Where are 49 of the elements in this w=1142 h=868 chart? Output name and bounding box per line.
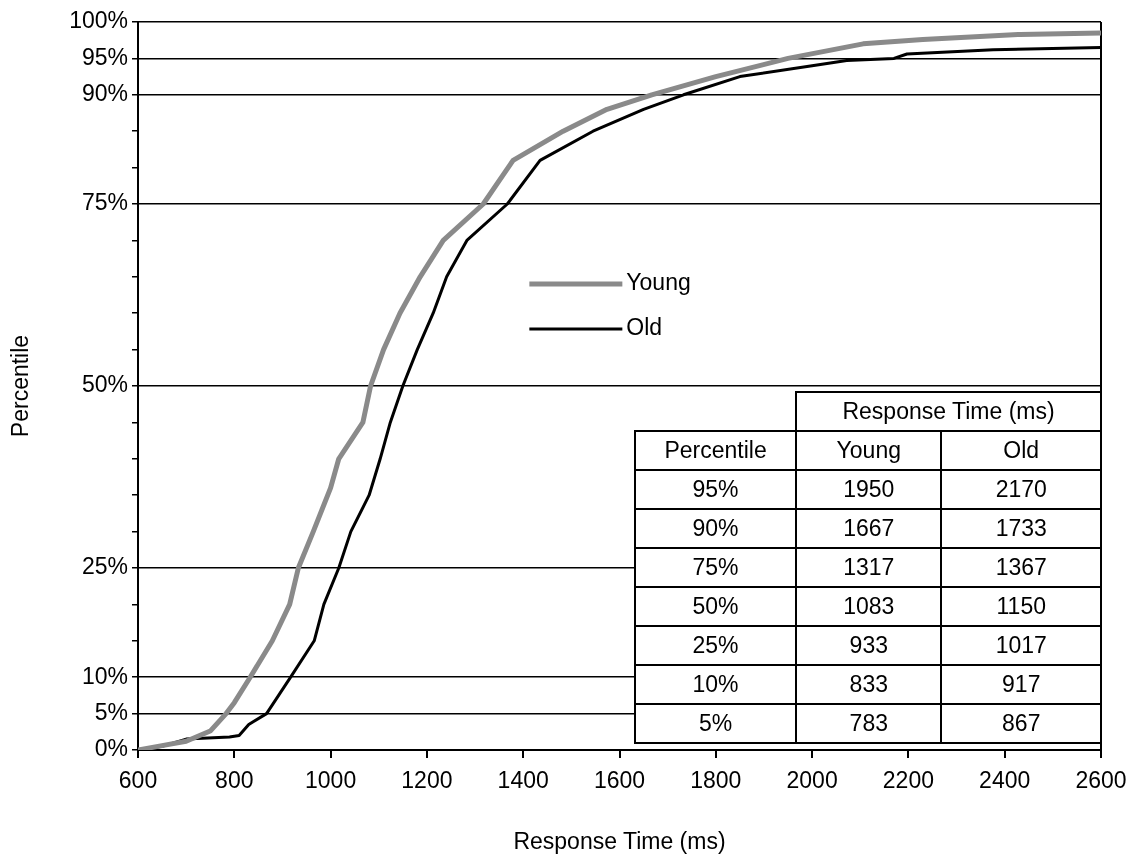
y-tick-label: 25% [81, 553, 128, 580]
text: Percentile [635, 431, 797, 470]
category-label: 90% [635, 509, 797, 548]
data-label: 1317 [796, 548, 942, 587]
category-label: 50% [635, 587, 797, 626]
y-tick-label: 95% [81, 43, 128, 70]
y-tick-label: 0% [94, 735, 128, 762]
x-tick-label: 1200 [401, 767, 453, 794]
x-tick-label: 2000 [786, 767, 838, 794]
category-label: 10% [635, 665, 797, 704]
category-label: 75% [635, 548, 797, 587]
text: Response Time (ms) [796, 392, 1101, 431]
x-tick-label: 1000 [305, 767, 357, 794]
x-tick-label: 2600 [1075, 767, 1127, 794]
y-tick-label: 50% [81, 371, 128, 398]
x-tick-label: 1800 [690, 767, 742, 794]
legend-label: Old [626, 314, 663, 341]
y-tick-label: 10% [81, 662, 128, 689]
series-label: Young [796, 431, 942, 470]
y-tick-label: 5% [94, 698, 128, 725]
data-label: 1733 [941, 509, 1101, 548]
x-tick-label: 800 [215, 767, 254, 794]
data-label: 933 [796, 626, 942, 665]
y-tick-label: 90% [81, 80, 128, 107]
data-label: 1950 [796, 470, 942, 509]
y-tick-label: 75% [81, 189, 128, 216]
data-label: 783 [796, 704, 942, 743]
data-label: 917 [941, 665, 1101, 704]
category-label: 25% [635, 626, 797, 665]
category-label: 95% [635, 470, 797, 509]
data-label: 1667 [796, 509, 942, 548]
x-tick-label: 1600 [593, 767, 646, 794]
data-label: 1083 [796, 587, 942, 626]
category-label: 5% [635, 704, 797, 743]
x-tick-label: 2400 [979, 767, 1031, 794]
x-tick-label: 600 [118, 767, 158, 794]
data-label: 2170 [941, 470, 1101, 509]
x-axis-title: Response Time (ms) [513, 827, 726, 854]
data-label: 1367 [941, 548, 1101, 587]
x-tick-label: 1400 [497, 767, 549, 794]
data-label: 833 [796, 665, 942, 704]
data-label: 1150 [941, 587, 1101, 626]
y-tick-label: 100% [69, 7, 128, 34]
x-tick-label: 2200 [882, 767, 934, 794]
y-axis-title: Percentile [7, 334, 34, 438]
data-label: 867 [941, 704, 1101, 743]
legend-label: Young [626, 269, 691, 296]
data-label: 1017 [941, 626, 1101, 665]
series-label: Old [941, 431, 1101, 470]
